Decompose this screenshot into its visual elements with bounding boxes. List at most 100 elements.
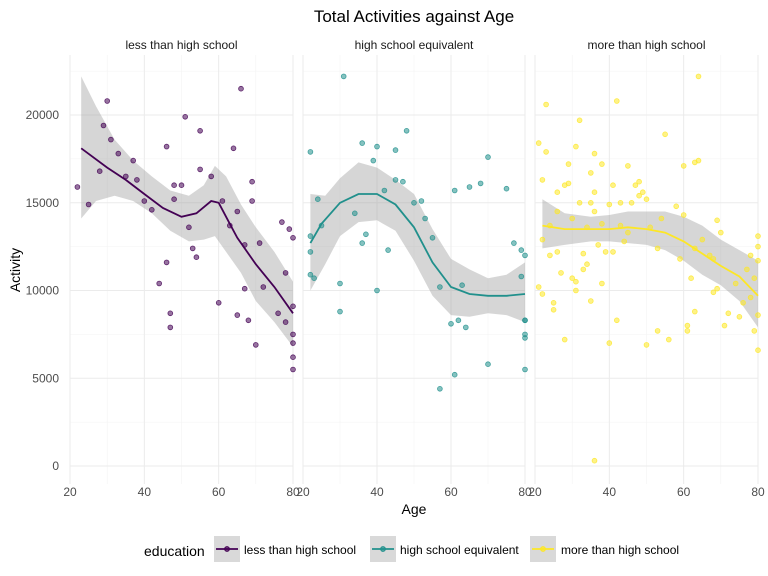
x-tick-label: 60 — [212, 485, 226, 499]
data-point — [374, 143, 380, 150]
data-point — [282, 319, 289, 325]
data-point — [554, 249, 561, 255]
data-point — [275, 310, 281, 317]
data-point — [747, 294, 754, 301]
data-point — [279, 219, 285, 225]
data-point — [591, 189, 598, 196]
data-point — [448, 320, 454, 327]
data-point — [606, 201, 613, 208]
chart-title: Total Activities against Age — [314, 7, 514, 26]
legend-key-point — [540, 546, 546, 552]
x-tick-label: 20 — [63, 485, 77, 499]
data-point — [518, 273, 525, 280]
legend-key — [370, 536, 396, 562]
data-point — [130, 157, 137, 164]
data-point — [573, 278, 579, 285]
smooth-line — [309, 193, 526, 297]
data-point — [695, 73, 702, 80]
data-point — [351, 210, 358, 217]
data-point — [554, 208, 561, 215]
data-point — [385, 247, 391, 253]
data-point — [625, 163, 631, 169]
data-point — [636, 192, 642, 199]
data-point — [230, 145, 237, 152]
data-point — [370, 157, 377, 164]
data-point — [418, 198, 425, 204]
y-tick-label: 0 — [52, 459, 59, 473]
data-point — [535, 140, 542, 146]
data-point — [755, 233, 761, 239]
data-point — [290, 331, 296, 338]
data-point — [182, 114, 189, 120]
data-point — [234, 208, 241, 215]
grid — [534, 55, 759, 484]
data-point — [580, 266, 587, 273]
facet-strip-label: high school equivalent — [355, 38, 474, 52]
data-point — [587, 170, 594, 176]
data-point — [307, 249, 314, 255]
y-axis-title: Activity — [7, 248, 23, 292]
confidence-band — [542, 199, 758, 328]
data-point — [714, 217, 720, 224]
x-tick-label: 60 — [444, 485, 458, 499]
facet-panels: less than high school high school equival… — [69, 38, 761, 484]
data-point — [665, 336, 672, 343]
data-point — [755, 312, 761, 318]
data-point — [462, 324, 469, 331]
data-point — [167, 324, 174, 331]
data-point — [167, 310, 174, 317]
data-point — [307, 233, 314, 239]
data-point — [392, 177, 399, 183]
data-point — [74, 184, 81, 190]
data-point — [85, 201, 92, 208]
data-point — [96, 168, 103, 175]
data-point — [311, 275, 317, 282]
data-point — [256, 240, 263, 246]
data-point — [249, 178, 255, 185]
data-point — [411, 200, 417, 206]
data-point — [569, 215, 575, 222]
data-point — [511, 240, 517, 246]
data-point — [115, 150, 122, 157]
legend-title: education — [144, 543, 205, 559]
data-point — [539, 291, 546, 297]
facet-strip-label: less than high school — [125, 38, 237, 52]
data-point — [613, 98, 620, 104]
data-point — [576, 200, 583, 206]
data-point — [286, 226, 293, 232]
smooth-line — [80, 147, 294, 314]
data-point — [104, 98, 110, 104]
data-point — [290, 340, 296, 346]
data-point — [587, 200, 594, 206]
data-point — [654, 328, 661, 334]
x-tick-label: 20 — [296, 485, 310, 499]
data-point — [163, 259, 170, 266]
x-axis-title: Age — [402, 501, 427, 517]
data-point — [558, 270, 564, 276]
x-tick-label: 80 — [751, 485, 765, 499]
data-point — [186, 224, 192, 231]
data-point — [732, 280, 739, 287]
data-point — [580, 250, 587, 257]
data-point — [215, 299, 222, 306]
data-point — [684, 322, 691, 329]
x-tick-label: 20 — [528, 485, 542, 499]
data-point — [755, 243, 761, 250]
data-point — [477, 180, 484, 187]
data-point — [602, 249, 609, 255]
data-point — [591, 457, 598, 464]
data-point — [621, 238, 627, 245]
data-point — [290, 235, 296, 241]
x-tick-label: 40 — [370, 485, 384, 499]
data-point — [518, 247, 525, 253]
data-point — [554, 189, 561, 196]
legend-key — [214, 536, 240, 562]
data-point — [584, 261, 590, 268]
data-point — [403, 128, 410, 134]
data-point — [695, 157, 702, 164]
data-point — [171, 196, 177, 203]
y-tick-label: 5000 — [32, 371, 59, 385]
x-tick-label: 80 — [286, 485, 300, 499]
points — [74, 85, 296, 373]
